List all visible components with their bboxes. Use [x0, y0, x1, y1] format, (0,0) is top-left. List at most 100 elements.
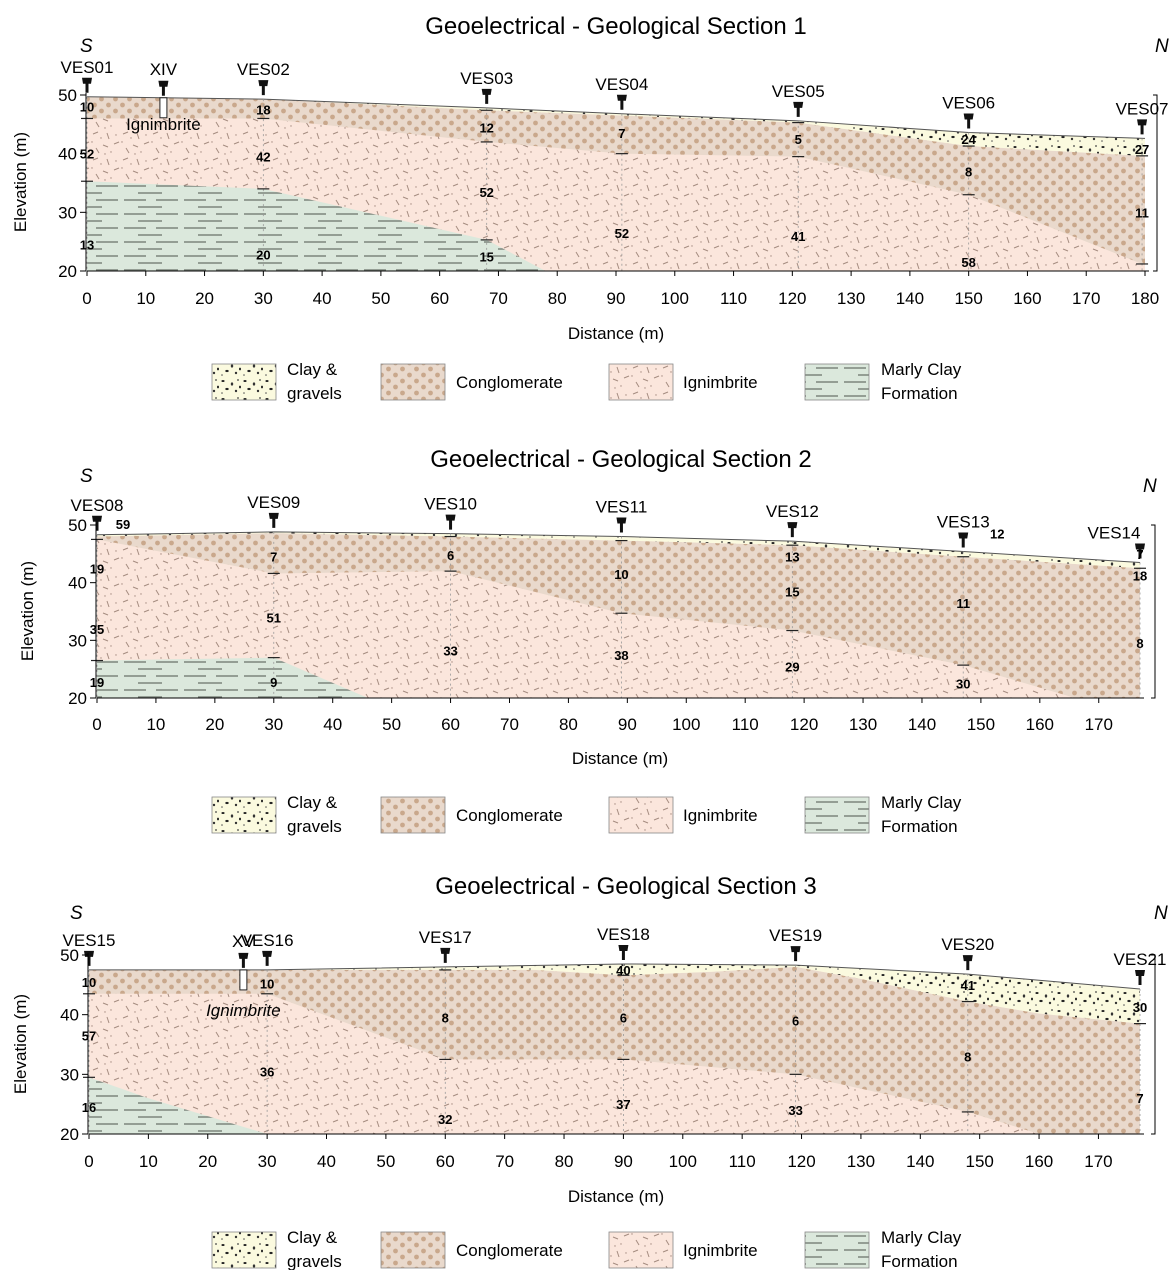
- ves-marker-icon: [262, 950, 273, 966]
- legend-item-cong: Conglomerate: [380, 363, 563, 401]
- ves-marker-icon: [958, 532, 969, 548]
- legend-item-ign: Ignimbrite: [608, 796, 758, 834]
- resistivity-value: 10: [80, 100, 94, 115]
- resistivity-value: 51: [267, 610, 281, 625]
- marly-clay-layer: [97, 657, 369, 698]
- resistivity-value: 7: [618, 126, 625, 141]
- y-tick-label: 40: [60, 1006, 79, 1025]
- x-tick-label: 20: [198, 1152, 217, 1171]
- y-tick-label: 20: [60, 1125, 79, 1144]
- south-label: S: [80, 466, 93, 487]
- axes: 0 10 20 30 40 50 60 70 80 90 100 110 120 130 140 150 160…: [68, 516, 1156, 734]
- resistivity-value: 13: [785, 550, 799, 565]
- section-1: Geoelectrical - Geological Section 1 S N…: [11, 13, 1169, 403]
- resistivity-value: 10: [260, 977, 274, 992]
- ves-name: VES01: [61, 58, 114, 77]
- resistivity-value: 35: [90, 622, 104, 637]
- resistivity-value: 9: [270, 675, 277, 690]
- resistivity-value: 8: [442, 1011, 449, 1026]
- x-tick-label: 80: [559, 715, 578, 734]
- resistivity-value: 6: [620, 1011, 627, 1026]
- strata-layers: [89, 963, 1141, 1134]
- north-label: N: [1154, 903, 1168, 924]
- ves-name: VES02: [237, 60, 290, 79]
- x-tick-label: 100: [672, 715, 700, 734]
- well-marker-icon: [158, 80, 169, 96]
- marly-clay-layer: [87, 181, 546, 271]
- x-tick-label: 10: [139, 1152, 158, 1171]
- ves-marker-icon: [440, 947, 451, 963]
- ves-marker-icon: [1137, 119, 1148, 135]
- x-tick-label: 30: [254, 289, 273, 308]
- legend: Clay & gravels Conglomerate Ignimbrite Marly…: [211, 360, 962, 403]
- resistivity-value: 10: [82, 975, 96, 990]
- legend-label-line: gravels: [287, 1252, 342, 1270]
- resistivity-value: 20: [256, 248, 270, 263]
- x-tick-label: 150: [954, 289, 982, 308]
- x-tick-label: 160: [1026, 715, 1054, 734]
- legend-item-cong: Conglomerate: [380, 796, 563, 834]
- x-tick-label: 170: [1072, 289, 1100, 308]
- y-tick-label: 30: [60, 1065, 79, 1084]
- x-tick-label: 70: [495, 1152, 514, 1171]
- ves-name: VES12: [766, 502, 819, 521]
- resistivity-value: 36: [260, 1064, 274, 1079]
- clay-gravels-layer: [89, 963, 1140, 1024]
- x-tick-label: 30: [258, 1152, 277, 1171]
- x-tick-label: 10: [146, 715, 165, 734]
- legend-label: Marly Clay Formation: [881, 793, 962, 836]
- resistivity-value: 12: [479, 120, 493, 135]
- x-tick-label: 70: [500, 715, 519, 734]
- north-label: N: [1155, 36, 1169, 57]
- resistivity-value: 18: [256, 103, 270, 118]
- axes: 0 10 20 30 40 50 60 70 80 90 100 110 120 130 140 150 160…: [58, 86, 1159, 308]
- ves-ves14: VES14 7 18 8: [1088, 523, 1147, 698]
- x-tick-label: 60: [436, 1152, 455, 1171]
- marly-clay-layer: [89, 1077, 268, 1134]
- well-xiv: XIV Ignimbrite: [126, 60, 201, 134]
- right-frame-bracket: [1151, 954, 1156, 1135]
- resistivity-value: 18: [1133, 569, 1147, 584]
- well-casing-icon: [159, 97, 168, 119]
- ves-marker-icon: [1135, 543, 1145, 559]
- resistivity-value: 37: [616, 1097, 630, 1112]
- right-frame-bracket: [1153, 94, 1158, 272]
- y-tick-label: 50: [58, 86, 77, 105]
- ves-marker-icon: [793, 101, 804, 117]
- resistivity-value: 33: [788, 1103, 802, 1118]
- x-tick-label: 110: [729, 1152, 756, 1171]
- x-tick-label: 40: [317, 1152, 336, 1171]
- x-axis-label: Distance (m): [568, 324, 664, 343]
- ves-name: VES16: [241, 931, 294, 950]
- x-tick-label: 160: [1025, 1152, 1053, 1171]
- well-name: XIV: [150, 60, 178, 79]
- conglomerate-layer: [89, 966, 1140, 1134]
- well-marker-icon: [238, 952, 249, 968]
- x-tick-label: 0: [82, 289, 91, 308]
- x-tick-label: 90: [607, 289, 626, 308]
- x-tick-label: 50: [382, 715, 401, 734]
- ves-marker-icon: [616, 517, 627, 533]
- legend-item-clay: Clay & gravels: [211, 360, 342, 403]
- ves-marker-icon: [268, 512, 279, 528]
- x-tick-label: 0: [84, 1152, 93, 1171]
- ves-ves12: VES12 13 15 29: [766, 502, 819, 698]
- ves-ves06: VES06 24 8 58: [942, 94, 995, 271]
- south-label: S: [80, 36, 93, 57]
- x-axis-label: Distance (m): [572, 749, 668, 768]
- x-tick-label: 100: [661, 289, 689, 308]
- resistivity-value: 32: [438, 1112, 452, 1127]
- legend-label-line: Formation: [881, 384, 958, 403]
- resistivity-value: 42: [256, 150, 270, 165]
- north-label: N: [1143, 476, 1157, 497]
- x-tick-label: 30: [264, 715, 283, 734]
- legend-swatch: [380, 796, 446, 834]
- resistivity-value: 6: [447, 548, 454, 563]
- well-xv: XV Ignimbrite: [206, 932, 281, 1020]
- ves-soundings: VES01 10 52 13 VES02 18 42 20 VES03 12 52 15 VES04 7 5…: [61, 58, 1169, 271]
- legend-label-line: Marly Clay: [881, 360, 962, 379]
- ves-marker-icon: [963, 113, 974, 129]
- resistivity-value: 57: [82, 1029, 96, 1044]
- legend-label-line: gravels: [287, 817, 342, 836]
